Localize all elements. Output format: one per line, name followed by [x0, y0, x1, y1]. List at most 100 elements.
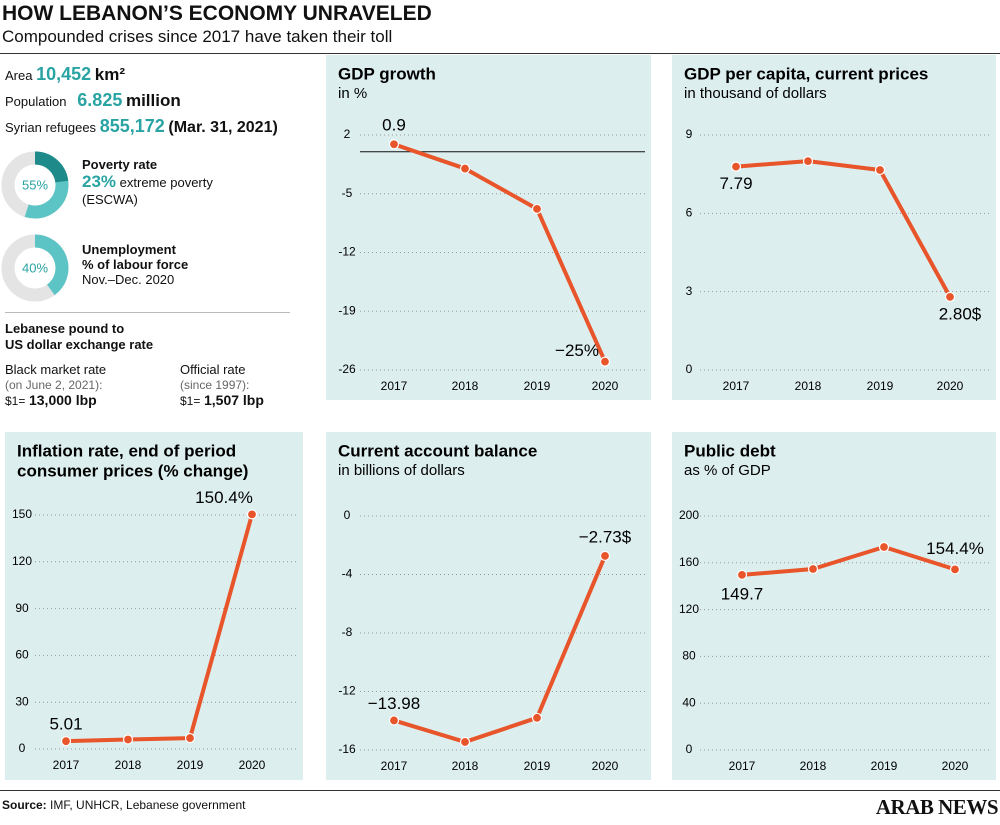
point	[730, 161, 742, 172]
chart-title: GDP growth	[338, 64, 436, 83]
donut-text-line: extreme poverty	[119, 175, 213, 190]
data-label: 150.4%	[195, 488, 253, 507]
donut-title: Unemployment	[82, 242, 176, 257]
chart-title: Inflation rate, end of period	[17, 441, 236, 460]
data-label: 149.7	[721, 584, 764, 603]
rule	[0, 53, 1000, 54]
x-tick-label: 2017	[381, 759, 408, 773]
chart-subtitle: in thousand of dollars	[684, 85, 827, 102]
donut-highlight: 23%	[82, 172, 117, 191]
source: Source: IMF, UNHCR, Lebanese government	[2, 798, 245, 812]
y-tick-label: 0	[686, 742, 693, 756]
y-tick-label: 2	[344, 127, 351, 141]
heading-line: Lebanese pound to	[5, 321, 125, 336]
point	[531, 203, 543, 214]
point	[60, 736, 72, 747]
data-label: −25%	[555, 341, 599, 360]
point	[599, 550, 611, 562]
x-tick-label: 2018	[795, 379, 822, 393]
x-tick-label: 2017	[53, 758, 80, 772]
y-tick-label: 150	[12, 507, 32, 521]
subtitle: Compounded crises since 2017 have taken …	[2, 27, 393, 46]
line	[393, 142, 607, 363]
y-tick-label: 60	[15, 648, 29, 662]
data-label: 154.4%	[926, 539, 984, 558]
rate-value: 1,507 lbp	[203, 392, 264, 408]
donut-text: Poverty rate 23% extreme poverty (ESCWA)	[82, 156, 213, 208]
chart-title: GDP per capita, current prices	[684, 64, 928, 83]
x-tick-label: 2018	[452, 379, 479, 393]
rate-note: (on June 2, 2021):	[5, 378, 103, 392]
fact-label: Area	[5, 68, 33, 83]
fact-label: Syrian refugees	[5, 120, 97, 135]
panel	[5, 432, 303, 780]
rate-value: 13,000 lbp	[28, 392, 97, 408]
fact-unit: (Mar. 31, 2021)	[168, 119, 278, 136]
point	[874, 164, 886, 176]
fact-unit: million	[125, 91, 181, 110]
x-tick-label: 2017	[729, 759, 756, 773]
y-tick-label: 40	[682, 695, 696, 709]
rate-prefix: $1=	[180, 394, 201, 408]
line	[741, 545, 956, 577]
x-tick-label: 2018	[452, 759, 479, 773]
y-tick-label: -4	[342, 567, 353, 581]
rate-prefix: $1=	[5, 394, 26, 408]
rate: Official rate (since 1997): $1= 1,507 lbp	[180, 362, 264, 409]
donut-title: Poverty rate	[82, 157, 158, 172]
donut-label: 40%	[22, 260, 48, 275]
fact: Population 6.825 million	[5, 90, 181, 111]
rate-title: Black market rate	[5, 362, 107, 377]
chart-subtitle: as % of GDP	[684, 462, 771, 479]
y-tick-label: 9	[686, 127, 693, 141]
y-tick-label: 120	[679, 602, 699, 616]
y-tick-label: 0	[686, 362, 693, 376]
point	[246, 509, 258, 520]
x-tick-label: 2020	[937, 379, 964, 393]
point	[531, 712, 543, 723]
chart-title: Public debt	[684, 441, 776, 460]
y-tick-label: 160	[679, 555, 699, 569]
chart-title: consumer prices (% change)	[17, 461, 248, 480]
data-label: 7.79	[719, 174, 752, 193]
x-tick-label: 2020	[592, 759, 619, 773]
point	[599, 356, 611, 367]
point	[184, 732, 196, 744]
x-tick-label: 2019	[871, 759, 898, 773]
x-tick-label: 2020	[942, 759, 969, 773]
fact: Syrian refugees 855,172 (Mar. 31, 2021)	[5, 116, 278, 137]
chart-subtitle: in billions of dollars	[338, 462, 465, 479]
y-tick-label: 6	[686, 206, 693, 220]
title: HOW LEBANON’S ECONOMY UNRAVELED	[2, 2, 432, 25]
point	[949, 564, 961, 575]
y-tick-label: -26	[338, 362, 356, 376]
x-tick-label: 2017	[381, 379, 408, 393]
y-tick-label: 30	[15, 694, 29, 708]
chart-title: Current account balance	[338, 441, 537, 460]
x-tick-label: 2019	[867, 379, 894, 393]
fact-label: Population	[5, 94, 67, 109]
point	[388, 715, 400, 726]
point	[736, 569, 748, 580]
y-tick-label: 3	[686, 284, 693, 298]
data-label: 5.01	[49, 715, 82, 734]
point	[388, 139, 400, 150]
donut-label: 55%	[22, 177, 48, 192]
y-tick-label: -12	[338, 245, 356, 259]
rule	[5, 312, 290, 313]
chart-subtitle: in %	[338, 85, 367, 102]
x-tick-label: 2020	[592, 379, 619, 393]
data-label: −13.98	[368, 694, 420, 713]
source-text: IMF, UNHCR, Lebanese government	[50, 798, 246, 812]
panel	[672, 432, 996, 780]
data-label: −2.73$	[579, 527, 632, 546]
panel	[326, 55, 651, 400]
heading-line: US dollar exchange rate	[5, 337, 154, 352]
y-tick-label: 90	[15, 601, 29, 615]
fact-value: 10,452	[36, 64, 92, 84]
fact: Area 10,452 km²	[5, 64, 125, 85]
brand: ARAB NEWS	[875, 795, 999, 819]
fact-value: 855,172	[99, 116, 165, 136]
